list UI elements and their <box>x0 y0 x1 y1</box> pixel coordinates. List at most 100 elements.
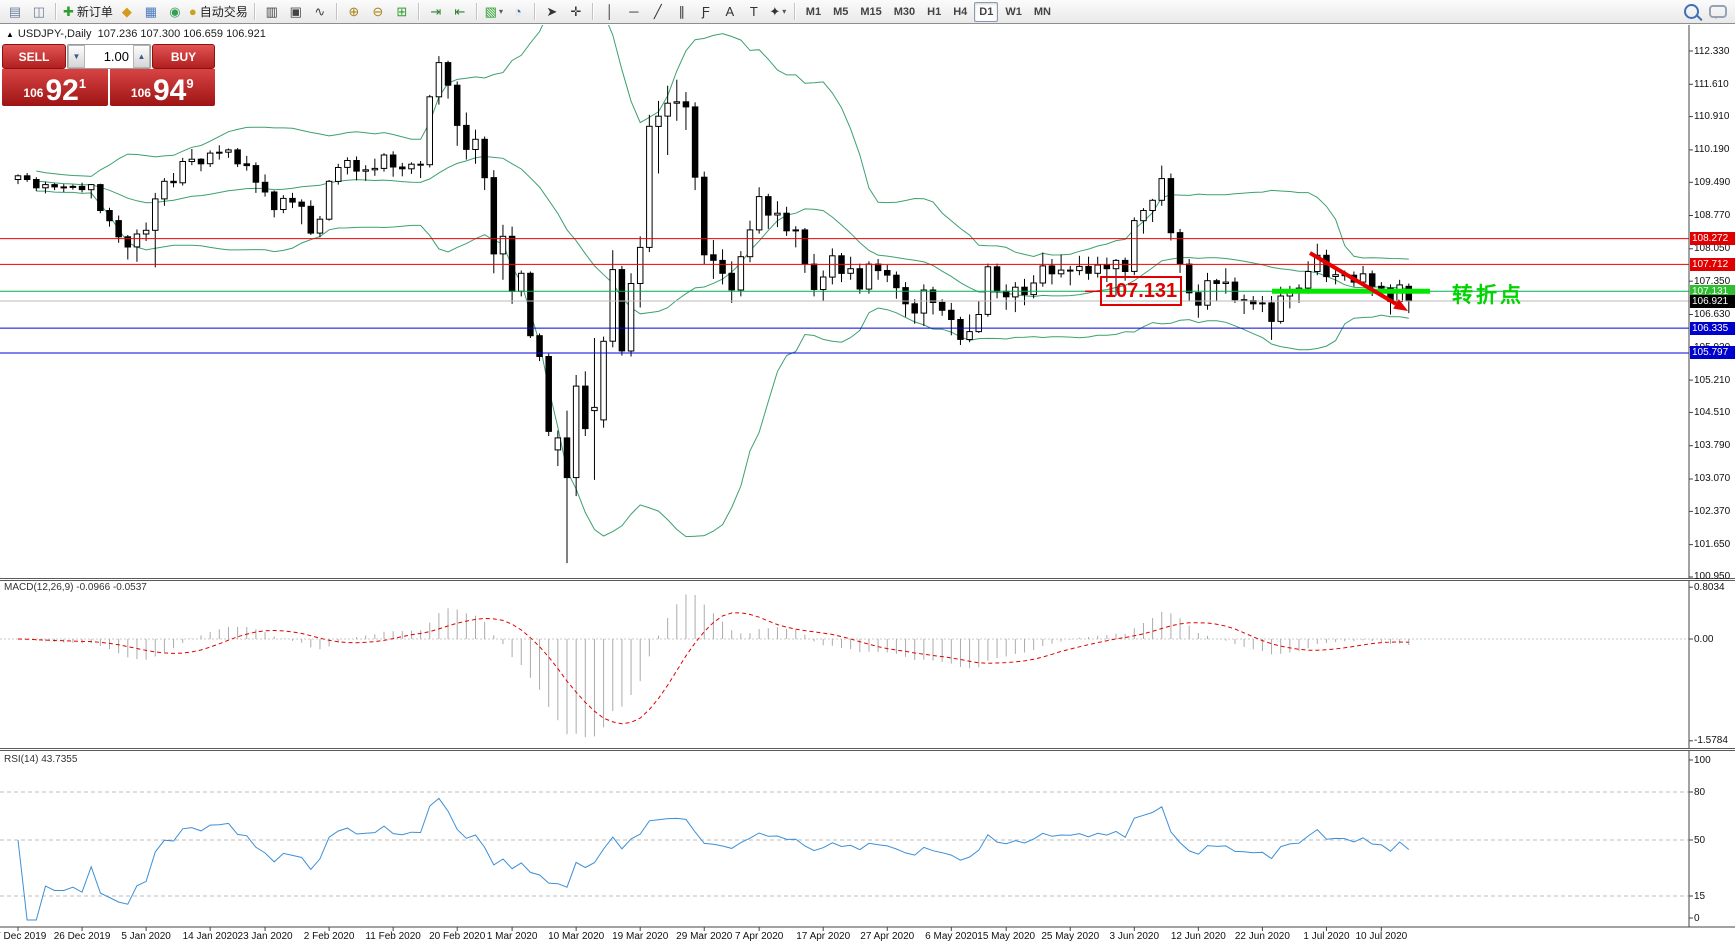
arrows-icon[interactable]: ✦ ▾ <box>767 1 789 23</box>
buy-button[interactable]: BUY <box>152 44 215 69</box>
trendline-icon[interactable]: ╱ <box>647 1 669 23</box>
tile-windows-icon[interactable]: ⊞ <box>391 1 413 23</box>
x-axis-label: 5 Jan 2020 <box>121 931 171 942</box>
candle-body <box>701 176 708 256</box>
channel-icon[interactable]: ∥ <box>671 1 693 23</box>
candle-body <box>133 233 141 248</box>
trendline-icon: ╱ <box>653 4 662 19</box>
macd-pane-separator[interactable] <box>0 578 1735 581</box>
fibonacci-icon: Ƒ <box>701 4 710 19</box>
candlestick-chart-icon[interactable]: ▣ <box>285 1 307 23</box>
text-icon[interactable]: A <box>719 1 741 23</box>
refresh-icon[interactable]: ◔ <box>507 1 529 23</box>
price-callout-box[interactable]: 107.131 <box>1100 276 1182 306</box>
chat-icon[interactable] <box>1709 5 1727 19</box>
vertical-line-icon: │ <box>605 4 614 19</box>
fibonacci-icon[interactable]: Ƒ <box>695 1 717 23</box>
timeframe-h1[interactable]: H1 <box>927 5 942 18</box>
candle-body <box>499 235 507 255</box>
templates-icon[interactable]: ▧ ▾ <box>483 1 505 23</box>
y-axis-label: 104.510 <box>1694 406 1731 418</box>
candle-body <box>307 205 315 234</box>
pivot-point-text[interactable]: 转折点 <box>1452 284 1524 307</box>
candle-body <box>874 263 882 272</box>
candle-body <box>97 184 104 212</box>
horizontal-line-icon[interactable]: ─ <box>623 1 645 23</box>
volume-up-button[interactable]: ▲ <box>133 45 150 68</box>
candle-body <box>746 229 754 258</box>
new-order-icon[interactable]: ✚ 新订单 <box>62 1 114 23</box>
charts-list-icon[interactable]: ▤ <box>4 1 26 23</box>
y-axis-label: 100 <box>1694 754 1711 766</box>
candle-body <box>755 196 763 231</box>
candle-body <box>1204 280 1211 306</box>
cursor-icon[interactable]: ➤ <box>541 1 563 23</box>
candle-body <box>142 229 150 235</box>
timeframe-h4[interactable]: H4 <box>953 5 968 18</box>
sell-price-display[interactable]: 106 92 1 <box>2 69 108 106</box>
new-order-icon-label: 新订单 <box>76 5 113 19</box>
zoom-in-icon[interactable]: ⊕ <box>343 1 365 23</box>
price-badge-105.797: 105.797 <box>1690 346 1735 360</box>
marketwatch-icon[interactable]: ◆ <box>116 1 138 23</box>
chart-window[interactable]: ▲ USDJPY-,Daily 107.236 107.300 106.659 1… <box>0 25 1735 946</box>
crosshair-icon[interactable]: ✛ <box>565 1 587 23</box>
candle-body <box>87 184 95 191</box>
auto-scroll-icon[interactable]: ⇤ <box>449 1 471 23</box>
candle-body <box>1277 295 1284 322</box>
text-label-icon[interactable]: T <box>743 1 765 23</box>
signals-icon[interactable]: ◉ <box>164 1 186 23</box>
trend-arrow-head[interactable] <box>1393 299 1408 311</box>
timeframe-w1[interactable]: W1 <box>1005 5 1022 18</box>
chevron-down-icon[interactable]: ▾ <box>782 7 787 16</box>
timeframe-m30[interactable]: M30 <box>893 5 916 18</box>
toolbar-separator <box>591 3 594 20</box>
toolbar-separator <box>55 3 57 20</box>
bollinger-upper-band[interactable] <box>36 25 1409 260</box>
candle-body <box>453 84 461 126</box>
candle-body <box>399 166 406 170</box>
sell-price-pips: 92 <box>45 74 79 107</box>
autotrade-icon[interactable]: ● 自动交易 <box>188 1 249 23</box>
search-icon[interactable] <box>1684 4 1699 19</box>
chevron-down-icon[interactable]: ▾ <box>498 7 503 16</box>
candle-body <box>819 276 827 290</box>
candle-body <box>1332 274 1339 277</box>
chart-canvas[interactable] <box>0 25 1735 946</box>
collapse-icon[interactable]: ▲ <box>6 30 14 39</box>
terminal-icon: ▦ <box>144 4 158 19</box>
chart-shift-icon[interactable]: ⇥ <box>425 1 447 23</box>
candle-body <box>554 437 562 451</box>
toolbar-separator <box>335 3 338 20</box>
candle-body <box>179 161 186 184</box>
price-badge-107.712: 107.712 <box>1690 257 1735 271</box>
sell-price-point: 1 <box>78 76 87 91</box>
timeframe-m15[interactable]: M15 <box>860 5 882 18</box>
vertical-line-icon[interactable]: │ <box>599 1 621 23</box>
volume-input[interactable]: 1.00 <box>103 49 129 64</box>
window-preview-icon[interactable]: ◫ <box>28 1 50 23</box>
candle-body <box>783 212 790 232</box>
timeframe-d1[interactable]: D1 <box>974 1 999 22</box>
x-axis-label: 19 Mar 2020 <box>612 931 669 942</box>
cursor-icon: ➤ <box>546 4 558 19</box>
timeframe-m1[interactable]: M1 <box>805 5 822 18</box>
buy-price-display[interactable]: 106 94 9 <box>109 69 215 107</box>
buy-price-pips: 94 <box>152 74 187 107</box>
sell-price-handle: 106 <box>23 86 44 100</box>
volume-down-button[interactable]: ▼ <box>68 45 85 68</box>
timeframe-mn[interactable]: MN <box>1033 5 1051 18</box>
timeframe-m5[interactable]: M5 <box>833 5 849 18</box>
line-chart-icon[interactable]: ∿ <box>309 1 331 23</box>
zoom-out-icon[interactable]: ⊖ <box>367 1 389 23</box>
channel-icon: ∥ <box>678 4 686 19</box>
zoom-in-icon: ⊕ <box>348 4 360 19</box>
trend-arrow[interactable] <box>1308 251 1398 306</box>
bollinger-lower-band[interactable] <box>36 190 1409 538</box>
price-badge-106.921: 106.921 <box>1690 294 1735 308</box>
sell-button[interactable]: SELL <box>2 44 66 69</box>
bollinger-middle-band[interactable] <box>36 155 1409 315</box>
terminal-icon[interactable]: ▦ <box>140 1 162 23</box>
rsi-pane-separator[interactable] <box>0 748 1735 751</box>
bar-chart-icon[interactable]: ▥ <box>261 1 283 23</box>
